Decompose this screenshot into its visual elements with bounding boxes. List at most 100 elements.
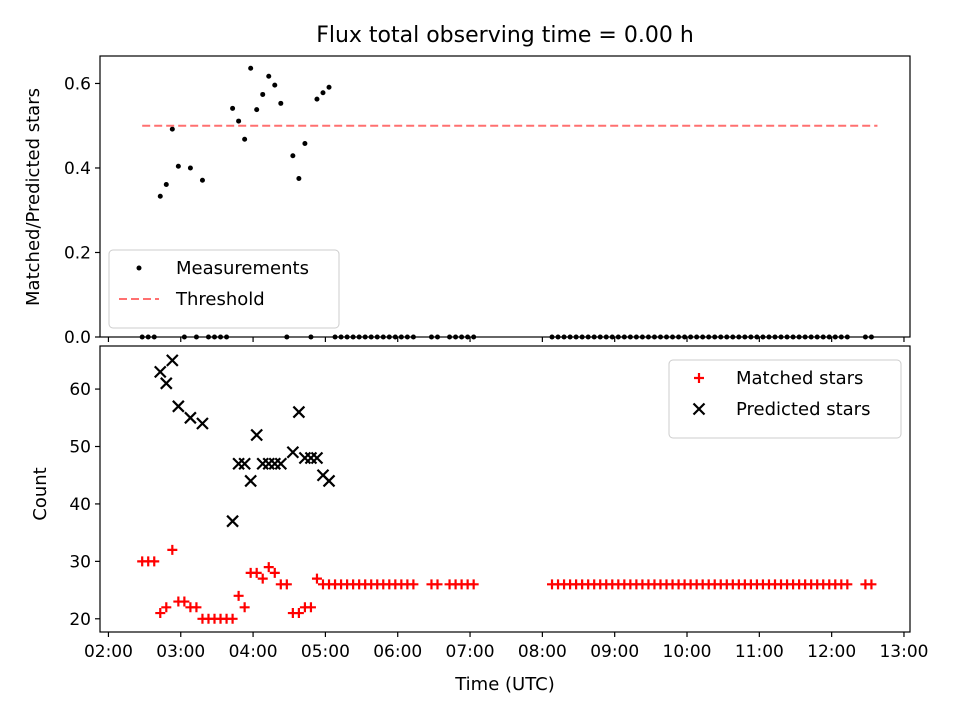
series-matched-stars — [137, 544, 877, 624]
data-point — [161, 602, 172, 613]
data-point — [790, 334, 796, 340]
data-point — [549, 334, 555, 340]
legend-label: Predicted stars — [736, 399, 870, 420]
data-point — [320, 90, 326, 96]
data-point — [169, 126, 175, 132]
data-point — [754, 334, 760, 340]
data-point — [199, 177, 205, 183]
data-point — [682, 334, 688, 340]
x-tick-label: 06:00 — [373, 642, 422, 662]
data-point — [670, 334, 676, 340]
legend: Matched stars Predicted stars — [668, 359, 902, 439]
data-point — [435, 334, 440, 340]
data-point — [627, 334, 633, 340]
x-axis-label: Time (UTC) — [454, 674, 555, 695]
data-point — [868, 334, 874, 340]
data-point — [314, 96, 320, 102]
data-point — [380, 334, 386, 340]
data-point — [263, 562, 274, 573]
axes-frame — [99, 55, 911, 338]
data-point — [344, 334, 350, 340]
x-tick-label: 10:00 — [663, 642, 712, 662]
data-point — [591, 334, 597, 340]
data-point — [238, 457, 251, 471]
series-predicted-stars — [153, 354, 336, 528]
y-tick-label: 60 — [69, 380, 91, 400]
data-point — [286, 445, 300, 459]
data-point — [272, 82, 278, 88]
data-point — [338, 334, 344, 340]
x-tick-label: 08:00 — [518, 642, 567, 662]
data-point — [230, 105, 236, 111]
data-point — [218, 334, 224, 340]
legend-box — [108, 249, 340, 329]
legend-item: Predicted stars — [692, 399, 870, 420]
legend: Measurements Threshold — [108, 249, 340, 329]
data-point — [567, 334, 573, 340]
data-point — [172, 400, 185, 413]
data-point — [212, 334, 218, 340]
data-point — [257, 573, 268, 584]
x-tick-label: 05:00 — [301, 642, 350, 662]
data-point — [226, 514, 239, 528]
legend-label: Measurements — [176, 258, 309, 279]
y-tick-label: 50 — [69, 438, 91, 458]
data-point — [645, 334, 651, 340]
data-point — [184, 411, 197, 425]
axes-frame — [99, 345, 911, 633]
data-point — [308, 334, 314, 340]
data-point — [302, 140, 308, 146]
data-point — [609, 334, 615, 340]
data-point — [145, 334, 151, 340]
data-point — [266, 73, 272, 79]
x-tick-label: 09:00 — [590, 642, 639, 662]
data-point — [244, 474, 257, 488]
data-point — [712, 334, 718, 340]
data-point — [862, 334, 868, 340]
data-point — [254, 107, 260, 113]
data-point — [555, 334, 561, 340]
data-point — [453, 334, 459, 340]
data-point — [205, 334, 211, 340]
data-point — [657, 334, 663, 340]
bottom-panel: Count Time (UTC) 02:00 03:00 04:00 05:00 06:… — [30, 345, 928, 695]
data-point — [748, 334, 754, 340]
data-point — [187, 165, 193, 171]
data-point — [718, 334, 724, 340]
data-point — [772, 334, 778, 340]
data-point — [633, 334, 639, 340]
data-point — [820, 334, 826, 340]
data-point — [196, 417, 209, 430]
y-tick-label: 0.6 — [64, 74, 91, 94]
data-point — [760, 334, 766, 340]
data-point — [356, 334, 362, 340]
data-point — [585, 334, 591, 340]
data-point — [676, 334, 682, 340]
bottom-y-axis-label: Count — [30, 467, 51, 520]
data-point — [248, 65, 254, 71]
data-point — [842, 579, 853, 590]
legend-label: Threshold — [175, 289, 265, 310]
data-point — [284, 334, 290, 340]
data-point — [386, 334, 392, 340]
top-panel: Matched/Predicted stars 0.0 0.2 0.4 0.6 Meas… — [23, 55, 911, 348]
data-point — [149, 556, 160, 567]
data-point — [242, 136, 248, 142]
data-point — [465, 334, 471, 340]
data-point — [136, 265, 142, 271]
data-point — [332, 334, 338, 340]
data-point — [784, 334, 790, 340]
data-point — [239, 602, 250, 613]
chart-title: Flux total observing time = 0.00 h — [316, 23, 694, 48]
data-point — [311, 573, 322, 584]
top-y-axis-label: Matched/Predicted stars — [23, 88, 44, 306]
data-point — [163, 181, 169, 187]
y-tick-label: 0.0 — [64, 328, 91, 348]
data-point — [374, 334, 380, 340]
x-tick-label: 04:00 — [229, 642, 278, 662]
legend-item: Matched stars — [694, 368, 863, 389]
data-point — [155, 608, 166, 619]
data-point — [392, 334, 398, 340]
data-point — [615, 334, 621, 340]
